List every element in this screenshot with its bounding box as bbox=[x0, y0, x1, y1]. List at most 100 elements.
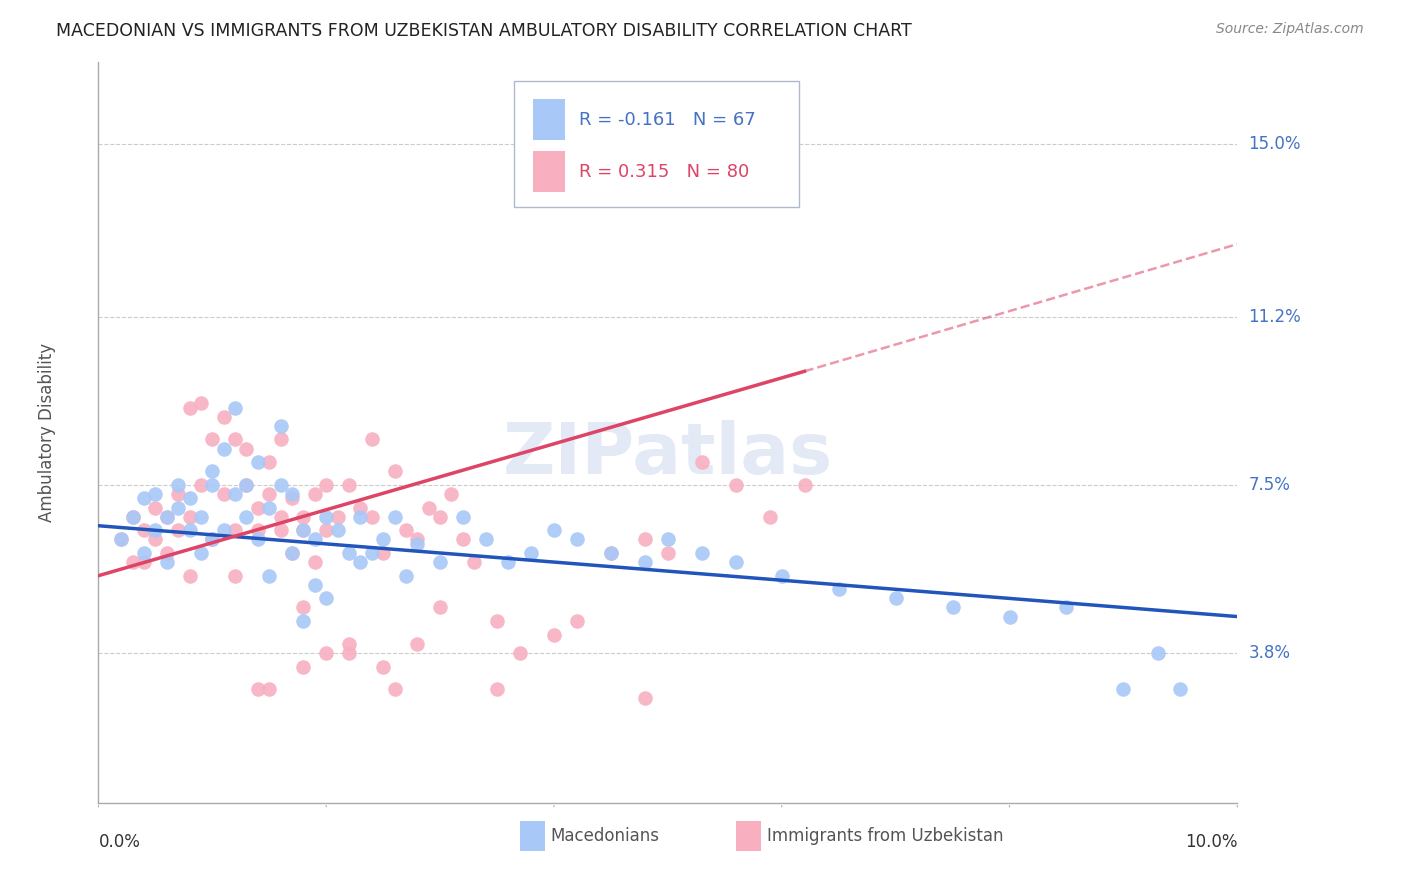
Point bbox=[406, 533, 429, 547]
Point bbox=[167, 523, 190, 537]
Point bbox=[259, 568, 281, 582]
Point bbox=[145, 533, 167, 547]
Point bbox=[156, 509, 179, 524]
Text: ZIPatlas: ZIPatlas bbox=[503, 420, 832, 490]
Point bbox=[520, 546, 543, 560]
Point bbox=[1170, 682, 1192, 697]
Point bbox=[246, 533, 269, 547]
Point bbox=[167, 487, 190, 501]
Point bbox=[167, 500, 190, 515]
Text: 10.0%: 10.0% bbox=[1185, 833, 1237, 851]
Point bbox=[373, 533, 395, 547]
Point bbox=[1146, 646, 1168, 660]
Point bbox=[224, 568, 246, 582]
Point bbox=[212, 409, 235, 424]
Point bbox=[224, 523, 246, 537]
Point bbox=[121, 509, 143, 524]
Point bbox=[304, 555, 326, 569]
Point bbox=[259, 500, 281, 515]
Point bbox=[395, 523, 418, 537]
Point bbox=[246, 500, 269, 515]
Point bbox=[270, 418, 292, 433]
Text: MACEDONIAN VS IMMIGRANTS FROM UZBEKISTAN AMBULATORY DISABILITY CORRELATION CHART: MACEDONIAN VS IMMIGRANTS FROM UZBEKISTAN… bbox=[56, 22, 912, 40]
Point bbox=[292, 600, 315, 615]
Point bbox=[315, 523, 337, 537]
Point bbox=[132, 555, 155, 569]
Point bbox=[326, 509, 349, 524]
Point bbox=[132, 491, 155, 506]
Point bbox=[190, 509, 212, 524]
Point bbox=[337, 646, 360, 660]
Point bbox=[212, 487, 235, 501]
Bar bbox=[533, 152, 565, 192]
Point bbox=[235, 478, 257, 492]
Point bbox=[440, 487, 463, 501]
Point bbox=[384, 464, 406, 478]
Point bbox=[315, 509, 337, 524]
Point bbox=[451, 533, 474, 547]
Point bbox=[201, 533, 224, 547]
Point bbox=[429, 555, 451, 569]
Point bbox=[281, 546, 304, 560]
Point bbox=[714, 192, 737, 206]
Point bbox=[121, 509, 143, 524]
Point bbox=[942, 600, 965, 615]
Point bbox=[759, 509, 782, 524]
Point bbox=[337, 478, 360, 492]
Point bbox=[145, 500, 167, 515]
Point bbox=[292, 659, 315, 673]
Point bbox=[349, 555, 371, 569]
Point bbox=[463, 555, 485, 569]
Point bbox=[179, 401, 201, 415]
Point bbox=[600, 546, 623, 560]
Point bbox=[543, 523, 565, 537]
Point bbox=[406, 537, 429, 551]
Point bbox=[201, 533, 224, 547]
Point bbox=[315, 478, 337, 492]
Point bbox=[725, 555, 748, 569]
Text: 0.0%: 0.0% bbox=[98, 833, 141, 851]
Point bbox=[451, 509, 474, 524]
Point bbox=[373, 659, 395, 673]
Point bbox=[486, 682, 509, 697]
Point bbox=[224, 433, 246, 447]
Text: Source: ZipAtlas.com: Source: ZipAtlas.com bbox=[1216, 22, 1364, 37]
Point bbox=[179, 568, 201, 582]
Point bbox=[190, 546, 212, 560]
Point bbox=[179, 491, 201, 506]
Point bbox=[406, 637, 429, 651]
Point bbox=[270, 433, 292, 447]
Point bbox=[179, 523, 201, 537]
Point bbox=[315, 646, 337, 660]
FancyBboxPatch shape bbox=[515, 81, 799, 207]
Point bbox=[565, 533, 588, 547]
Point bbox=[259, 487, 281, 501]
Point bbox=[634, 533, 657, 547]
Point bbox=[360, 433, 382, 447]
Point bbox=[1112, 682, 1135, 697]
Point bbox=[292, 509, 315, 524]
Point bbox=[224, 487, 246, 501]
Point bbox=[690, 546, 713, 560]
Point bbox=[201, 533, 224, 547]
Point bbox=[634, 691, 657, 706]
Point bbox=[292, 523, 315, 537]
Point bbox=[246, 455, 269, 469]
Point bbox=[657, 546, 679, 560]
Point bbox=[235, 442, 257, 456]
Point bbox=[828, 582, 851, 597]
Point bbox=[270, 523, 292, 537]
Point bbox=[315, 591, 337, 606]
Point bbox=[429, 509, 451, 524]
Point bbox=[474, 533, 496, 547]
Text: Immigrants from Uzbekistan: Immigrants from Uzbekistan bbox=[766, 827, 1004, 845]
Point bbox=[132, 523, 155, 537]
Point bbox=[292, 523, 315, 537]
Point bbox=[304, 487, 326, 501]
Point bbox=[793, 478, 815, 492]
Point bbox=[634, 555, 657, 569]
Point bbox=[145, 487, 167, 501]
Point bbox=[281, 487, 304, 501]
Point bbox=[543, 628, 565, 642]
Point bbox=[600, 546, 623, 560]
